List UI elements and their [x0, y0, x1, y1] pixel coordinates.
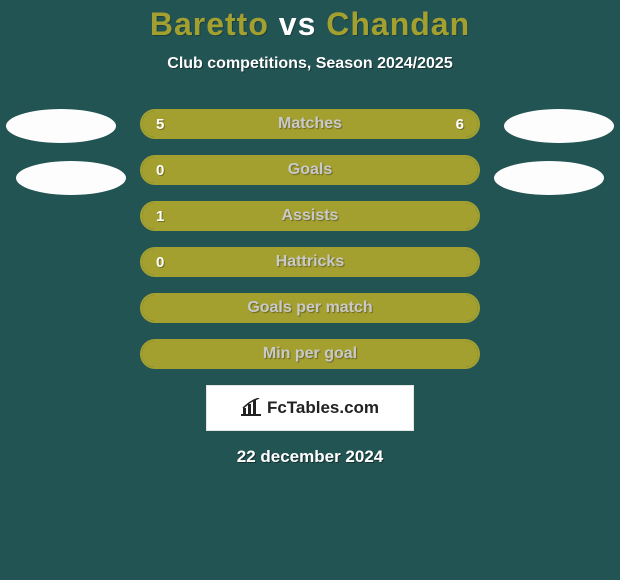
- infographic-container: Baretto vs Chandan Club competitions, Se…: [0, 0, 620, 580]
- date-label: 22 december 2024: [0, 447, 620, 467]
- stat-bar: Matches56: [140, 109, 480, 139]
- stat-bar-left-value: 0: [156, 249, 164, 275]
- logo-text: FcTables.com: [267, 398, 379, 418]
- stat-bar-right-fill: [142, 157, 478, 183]
- title-vs: vs: [279, 6, 317, 42]
- stat-bar-right-fill: [293, 111, 478, 137]
- logo-box: FcTables.com: [206, 385, 414, 431]
- stat-bar-left-fill: [142, 111, 293, 137]
- stat-bar: Hattricks0: [140, 247, 480, 277]
- stat-bar-left-value: 0: [156, 157, 164, 183]
- player1-avatar-placeholder: [6, 109, 116, 143]
- stat-bar-right-fill: [142, 295, 478, 321]
- stat-bar: Assists1: [140, 201, 480, 231]
- page-title: Baretto vs Chandan: [0, 0, 620, 43]
- stat-bar: Min per goal: [140, 339, 480, 369]
- stat-bar: Goals0: [140, 155, 480, 185]
- player2-club-placeholder: [494, 161, 604, 195]
- stat-bar-left-value: 1: [156, 203, 164, 229]
- player1-club-placeholder: [16, 161, 126, 195]
- stat-bar-right-value: 6: [456, 111, 464, 137]
- stat-bar-left-value: 5: [156, 111, 164, 137]
- stat-bar-right-fill: [142, 341, 478, 367]
- title-player1: Baretto: [150, 6, 269, 42]
- stat-bar: Goals per match: [140, 293, 480, 323]
- main-content: Matches56Goals0Assists1Hattricks0Goals p…: [0, 109, 620, 467]
- player2-avatar-placeholder: [504, 109, 614, 143]
- comparison-bars: Matches56Goals0Assists1Hattricks0Goals p…: [140, 109, 480, 369]
- subtitle: Club competitions, Season 2024/2025: [0, 55, 620, 73]
- title-player2: Chandan: [326, 6, 470, 42]
- chart-icon: [241, 398, 261, 419]
- stat-bar-left-fill: [142, 203, 478, 229]
- stat-bar-right-fill: [142, 249, 478, 275]
